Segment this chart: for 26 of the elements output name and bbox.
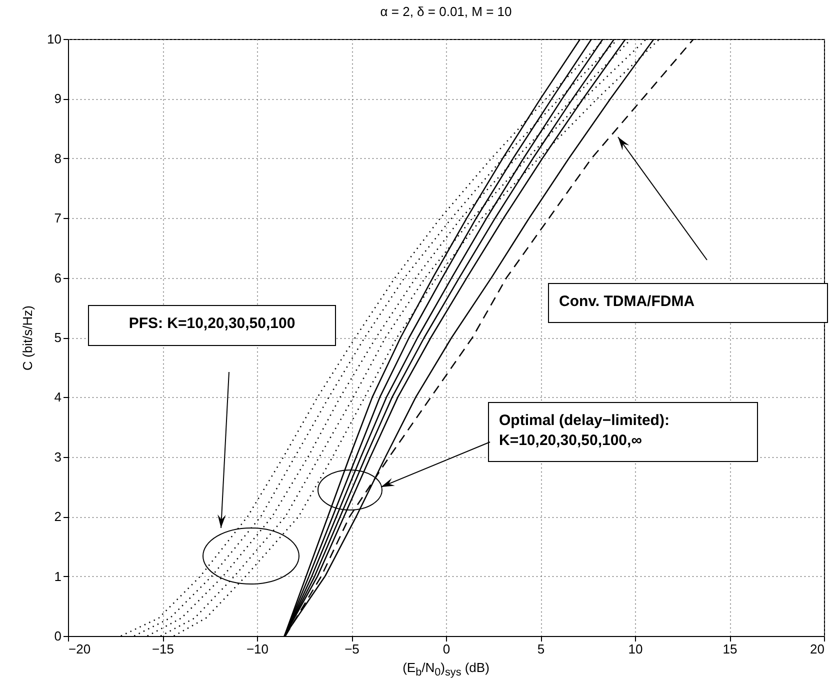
x-tick-label: −10	[246, 642, 269, 656]
x-tick-label: 10	[628, 642, 643, 656]
y-tick-label: 0	[54, 628, 62, 644]
text-box: Conv. TDMA/FDMA	[548, 283, 828, 323]
y-axis-title: C (bit/s/Hz)	[20, 306, 36, 370]
text-box: Optimal (delay−limited): K=10,20,30,50,100,∞	[488, 402, 758, 462]
chart-title: α = 2, δ = 0.01, M = 10	[380, 4, 512, 19]
x-tick-label: 5	[537, 642, 545, 656]
x-tick-label: −5	[344, 642, 360, 656]
x-tick-label: 20	[810, 642, 824, 656]
y-tick-label: 2	[54, 509, 62, 524]
y-tick-label: 9	[54, 91, 62, 106]
y-tick-label: 10	[47, 32, 62, 46]
y-tick-label: 1	[54, 568, 62, 584]
y-tick-label: 6	[54, 270, 62, 286]
y-tick-label: 4	[54, 390, 62, 405]
y-tick-label: 5	[54, 330, 62, 345]
y-tick-label: 3	[54, 449, 62, 464]
x-tick-label: −15	[152, 642, 174, 656]
y-tick-label: 8	[54, 150, 62, 166]
y-tick-label: 7	[54, 210, 62, 226]
x-axis-title: (E$_{b}$/N$_{0}$)$_{sys}$ (dB)	[402, 660, 490, 679]
text-box: PFS: K=10,20,30,50,100	[88, 305, 336, 346]
x-tick-label: 0	[442, 642, 450, 656]
x-tick-label: −20	[68, 642, 91, 656]
x-tick-label: 15	[722, 642, 738, 656]
